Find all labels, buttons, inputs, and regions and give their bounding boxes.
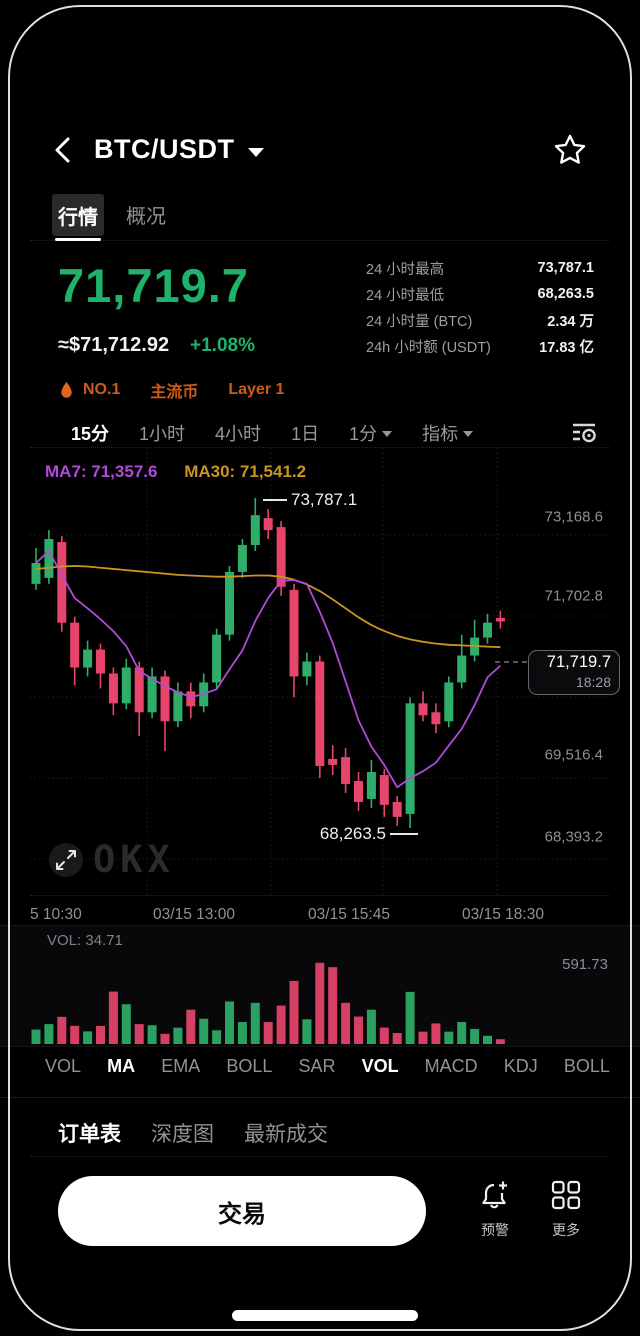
last-price-tag: 71,719.7 18:28 [528, 650, 620, 695]
stat-value: 17.83 亿 [539, 339, 594, 356]
price-alert-button[interactable]: 预警 [467, 1178, 523, 1240]
timeframe-row: 15分 1小时 4小时 1日 1分 指标 [71, 419, 474, 447]
stats-block: 24 小时最高 73,787.1 24 小时最低 68,263.5 24 小时量 (BT… [366, 255, 594, 359]
timeframe-指标[interactable]: 指标 [422, 420, 474, 446]
indicator-tab-sar-4[interactable]: SAR [298, 1056, 336, 1076]
stat-label: 24h 小时额 (USDT) [366, 339, 491, 356]
badge-row: NO.1 主流币 Layer 1 [60, 378, 284, 402]
ma30-label: MA30: 71,541.2 [184, 462, 307, 481]
change-percent: +1.08% [190, 335, 255, 356]
high-price-annotation: 73,787.1 [263, 490, 357, 510]
y-axis-label: 68,393.2 [544, 828, 603, 846]
timeframe-1日[interactable]: 1日 [291, 424, 320, 444]
indicator-tab-boll-3[interactable]: BOLL [226, 1056, 273, 1076]
ma7-label: MA7: 71,357.6 [45, 462, 158, 481]
grid-more-icon [551, 1180, 581, 1210]
stat-row: 24h 小时额 (USDT) 17.83 亿 [366, 333, 594, 359]
badge-1[interactable]: 主流币 [150, 384, 199, 401]
divider [30, 240, 610, 241]
indicator-tab-vol-0[interactable]: VOL [45, 1056, 82, 1076]
y-axis-label: 69,516.4 [544, 746, 603, 764]
stat-value: 68,263.5 [537, 286, 594, 302]
pair-title[interactable]: BTC/USDT [94, 134, 235, 164]
stat-row: 24 小时最低 68,263.5 [366, 281, 594, 307]
annotation-dash [263, 499, 287, 501]
indicator-tab-ema-2[interactable]: EMA [161, 1056, 201, 1076]
stat-row: 24 小时量 (BTC) 2.34 万 [366, 307, 594, 333]
pair-dropdown-caret-icon[interactable] [248, 148, 264, 157]
order-tab-2[interactable]: 最新成交 [244, 1123, 328, 1146]
last-price: 71,719.7 [58, 259, 249, 312]
stat-row: 24 小时最高 73,787.1 [366, 255, 594, 281]
tab-overview[interactable]: 概况 [126, 206, 166, 228]
timeframe-15分[interactable]: 15分 [71, 424, 110, 444]
back-icon[interactable] [50, 134, 78, 166]
x-axis-label: 03/15 13:00 [153, 906, 235, 923]
volume-value-label: VOL: 34.71 [47, 932, 123, 949]
more-button[interactable]: 更多 [538, 1178, 594, 1240]
alert-label: 预警 [481, 1222, 509, 1238]
order-tab-0[interactable]: 订单表 [58, 1123, 121, 1146]
stat-value: 2.34 万 [547, 313, 594, 330]
active-tab-underline [55, 238, 101, 241]
stat-value: 73,787.1 [537, 260, 594, 276]
badge-0[interactable]: NO.1 [83, 381, 121, 398]
divider [30, 895, 610, 896]
stat-label: 24 小时最低 [366, 287, 445, 304]
annotation-dash [390, 833, 418, 835]
ma-labels: MA7: 71,357.6 MA30: 71,541.2 [45, 462, 306, 482]
order-tab-row: 订单表 深度图 最新成交 [58, 1118, 328, 1148]
x-axis-label: 5 10:30 [30, 906, 82, 923]
divider [30, 447, 610, 448]
stat-label: 24 小时量 (BTC) [366, 313, 473, 330]
indicator-tab-kdj-7[interactable]: KDJ [503, 1056, 538, 1076]
low-price-annotation: 68,263.5 [0, 824, 418, 844]
x-axis-label: 03/15 15:45 [308, 906, 390, 923]
favorite-star-icon[interactable] [552, 132, 588, 168]
fiat-approx-price: ≈$71,712.92 [58, 334, 170, 356]
trade-button[interactable]: 交易 [58, 1176, 426, 1246]
flame-icon [61, 381, 72, 398]
timeframe-4小时[interactable]: 4小时 [215, 424, 262, 444]
timeframe-1小时[interactable]: 1小时 [139, 424, 186, 444]
timeframe-1分[interactable]: 1分 [349, 420, 393, 446]
tag-time: 18:28 [575, 674, 611, 690]
chart-settings-icon[interactable] [570, 419, 598, 445]
y-axis-label: 73,168.6 [544, 508, 603, 526]
indicator-tab-row: VOL MA EMA BOLL SAR VOL MACD KDJ BOLL [45, 1056, 610, 1077]
badge-2[interactable]: Layer 1 [228, 381, 285, 398]
more-label: 更多 [552, 1222, 580, 1238]
indicator-tab-macd-6[interactable]: MACD [424, 1056, 478, 1076]
dropdown-caret-icon [382, 431, 393, 437]
y-axis-label: 71,702.8 [544, 587, 603, 605]
home-indicator [232, 1310, 418, 1321]
order-tab-1[interactable]: 深度图 [151, 1123, 214, 1146]
divider [0, 1097, 640, 1098]
indicator-tab-ma-1[interactable]: MA [107, 1056, 136, 1076]
volume-axis-max-label: 591.73 [562, 956, 608, 973]
indicator-tab-boll-8[interactable]: BOLL [563, 1056, 610, 1076]
stat-label: 24 小时最高 [366, 261, 445, 278]
chart-watermark: OKX [48, 838, 175, 881]
fullscreen-expand-icon[interactable] [48, 842, 84, 878]
tab-market[interactable]: 行情 [52, 194, 104, 236]
bell-plus-icon [482, 1181, 507, 1209]
divider [30, 1156, 610, 1157]
tag-price: 71,719.7 [546, 653, 611, 671]
okx-logo-watermark: OKX [93, 838, 175, 881]
indicator-tab-vol-5[interactable]: VOL [361, 1056, 399, 1076]
x-axis-label: 03/15 18:30 [462, 906, 544, 923]
dropdown-caret-icon [463, 431, 474, 437]
